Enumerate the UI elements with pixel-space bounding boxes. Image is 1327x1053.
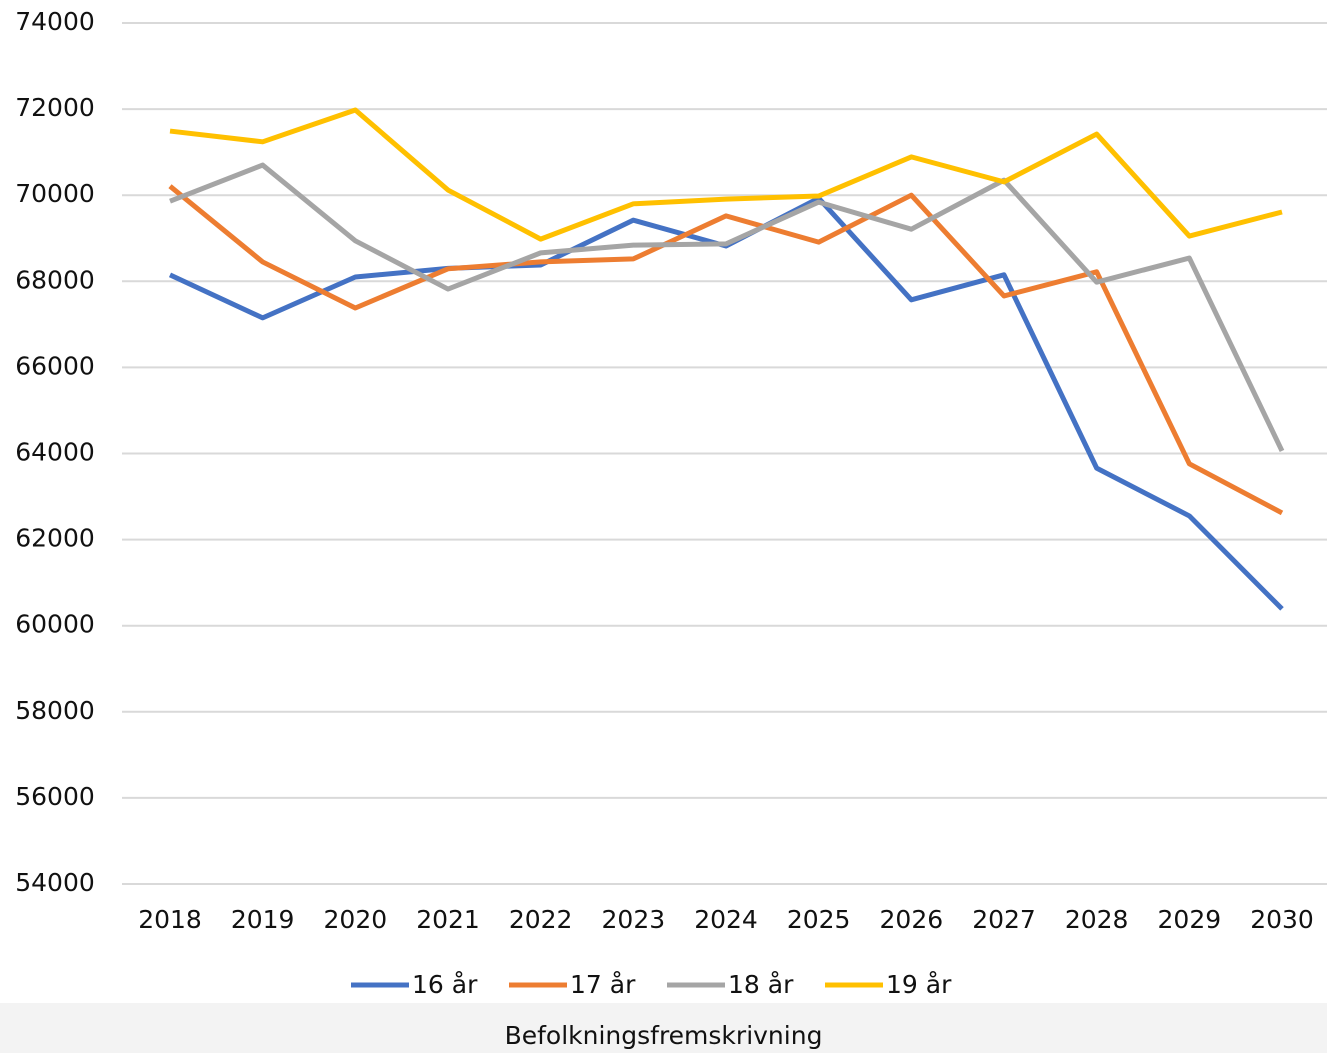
x-tick-label: 2025 bbox=[787, 905, 851, 934]
y-tick-label: 62000 bbox=[15, 524, 95, 553]
legend-label: 19 år bbox=[886, 970, 952, 999]
x-tick-label: 2029 bbox=[1158, 905, 1222, 934]
legend-label: 17 år bbox=[570, 970, 636, 999]
legend-label: 16 år bbox=[412, 970, 478, 999]
chart: 54000 56000 58000 60000 62000 64000 66000 68000… bbox=[15, 7, 1327, 999]
x-tick-label: 2021 bbox=[416, 905, 480, 934]
series-line bbox=[169, 162, 1285, 452]
x-tick-label: 2022 bbox=[509, 905, 573, 934]
series-line bbox=[168, 184, 1284, 516]
y-tick-label: 60000 bbox=[15, 610, 95, 639]
x-tick-label: 2030 bbox=[1250, 905, 1314, 934]
x-tick-label: 2027 bbox=[972, 905, 1036, 934]
legend-label: 18 år bbox=[728, 970, 794, 999]
x-tick-label: 2028 bbox=[1065, 905, 1129, 934]
x-tick-label: 2023 bbox=[602, 905, 666, 934]
x-tick-label: 2019 bbox=[231, 905, 295, 934]
x-tick-label: 2018 bbox=[138, 905, 202, 934]
y-tick-label: 68000 bbox=[15, 265, 95, 294]
x-tick-label: 2024 bbox=[694, 905, 758, 934]
series-line bbox=[169, 107, 1283, 242]
series-line bbox=[168, 195, 1284, 611]
caption: Befolkningsfremskrivning bbox=[0, 1003, 1327, 1053]
y-tick-label: 70000 bbox=[15, 179, 95, 208]
y-tick-label: 72000 bbox=[15, 93, 95, 122]
y-tick-label: 56000 bbox=[15, 782, 95, 811]
x-tick-label: 2020 bbox=[324, 905, 388, 934]
x-tick-label: 2026 bbox=[880, 905, 944, 934]
y-tick-label: 66000 bbox=[15, 351, 95, 380]
y-tick-label: 74000 bbox=[15, 7, 95, 36]
y-tick-label: 64000 bbox=[15, 438, 95, 467]
y-tick-label: 58000 bbox=[15, 696, 95, 725]
y-tick-label: 54000 bbox=[15, 868, 95, 897]
